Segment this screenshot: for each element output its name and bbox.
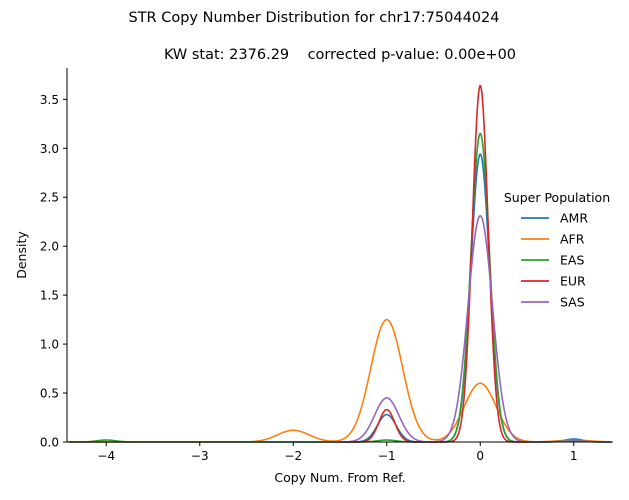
legend-label-eur: EUR: [560, 274, 586, 289]
chart-subtitle: KW stat: 2376.29 corrected p-value: 0.00…: [164, 47, 516, 63]
x-axis-label: Copy Num. From Ref.: [274, 470, 405, 485]
series-line-eas: [68, 132, 612, 443]
x-tick-label: −4: [97, 449, 115, 463]
legend-label-afr: AFR: [560, 232, 585, 247]
y-tick-label: 0.0: [40, 436, 59, 450]
y-axis-ticks: 0.0 0.5 1.0 1.5 2.0 2.5 3.0 3.5: [40, 93, 67, 450]
y-tick-label: 3.5: [40, 93, 59, 107]
plot-lines: [68, 84, 612, 443]
series-line-afr: [68, 318, 612, 443]
y-tick-label: 3.0: [40, 142, 59, 156]
x-axis-ticks: −4 −3 −2 −1 0 1: [97, 442, 578, 463]
series-line-eur: [340, 84, 527, 443]
legend-label-eas: EAS: [560, 253, 584, 268]
y-tick-label: 0.5: [40, 387, 59, 401]
legend-label-sas: SAS: [560, 295, 585, 310]
y-tick-label: 2.5: [40, 191, 59, 205]
legend-label-amr: AMR: [560, 211, 588, 226]
legend-title: Super Population: [504, 190, 610, 205]
y-axis-label: Density: [14, 231, 29, 279]
x-tick-label: 1: [570, 449, 578, 463]
chart-title: STR Copy Number Distribution for chr17:7…: [128, 10, 499, 26]
x-tick-label: −1: [378, 449, 396, 463]
y-tick-label: 1.0: [40, 338, 59, 352]
x-tick-label: 0: [476, 449, 484, 463]
legend: Super Population AMR AFR EAS EUR SAS: [504, 190, 610, 310]
legend-items: AMR AFR EAS EUR SAS: [521, 211, 588, 310]
x-tick-label: −2: [284, 449, 302, 463]
y-tick-label: 2.0: [40, 240, 59, 254]
y-tick-label: 1.5: [40, 289, 59, 303]
x-tick-label: −3: [191, 449, 209, 463]
series-line-sas: [340, 215, 612, 443]
